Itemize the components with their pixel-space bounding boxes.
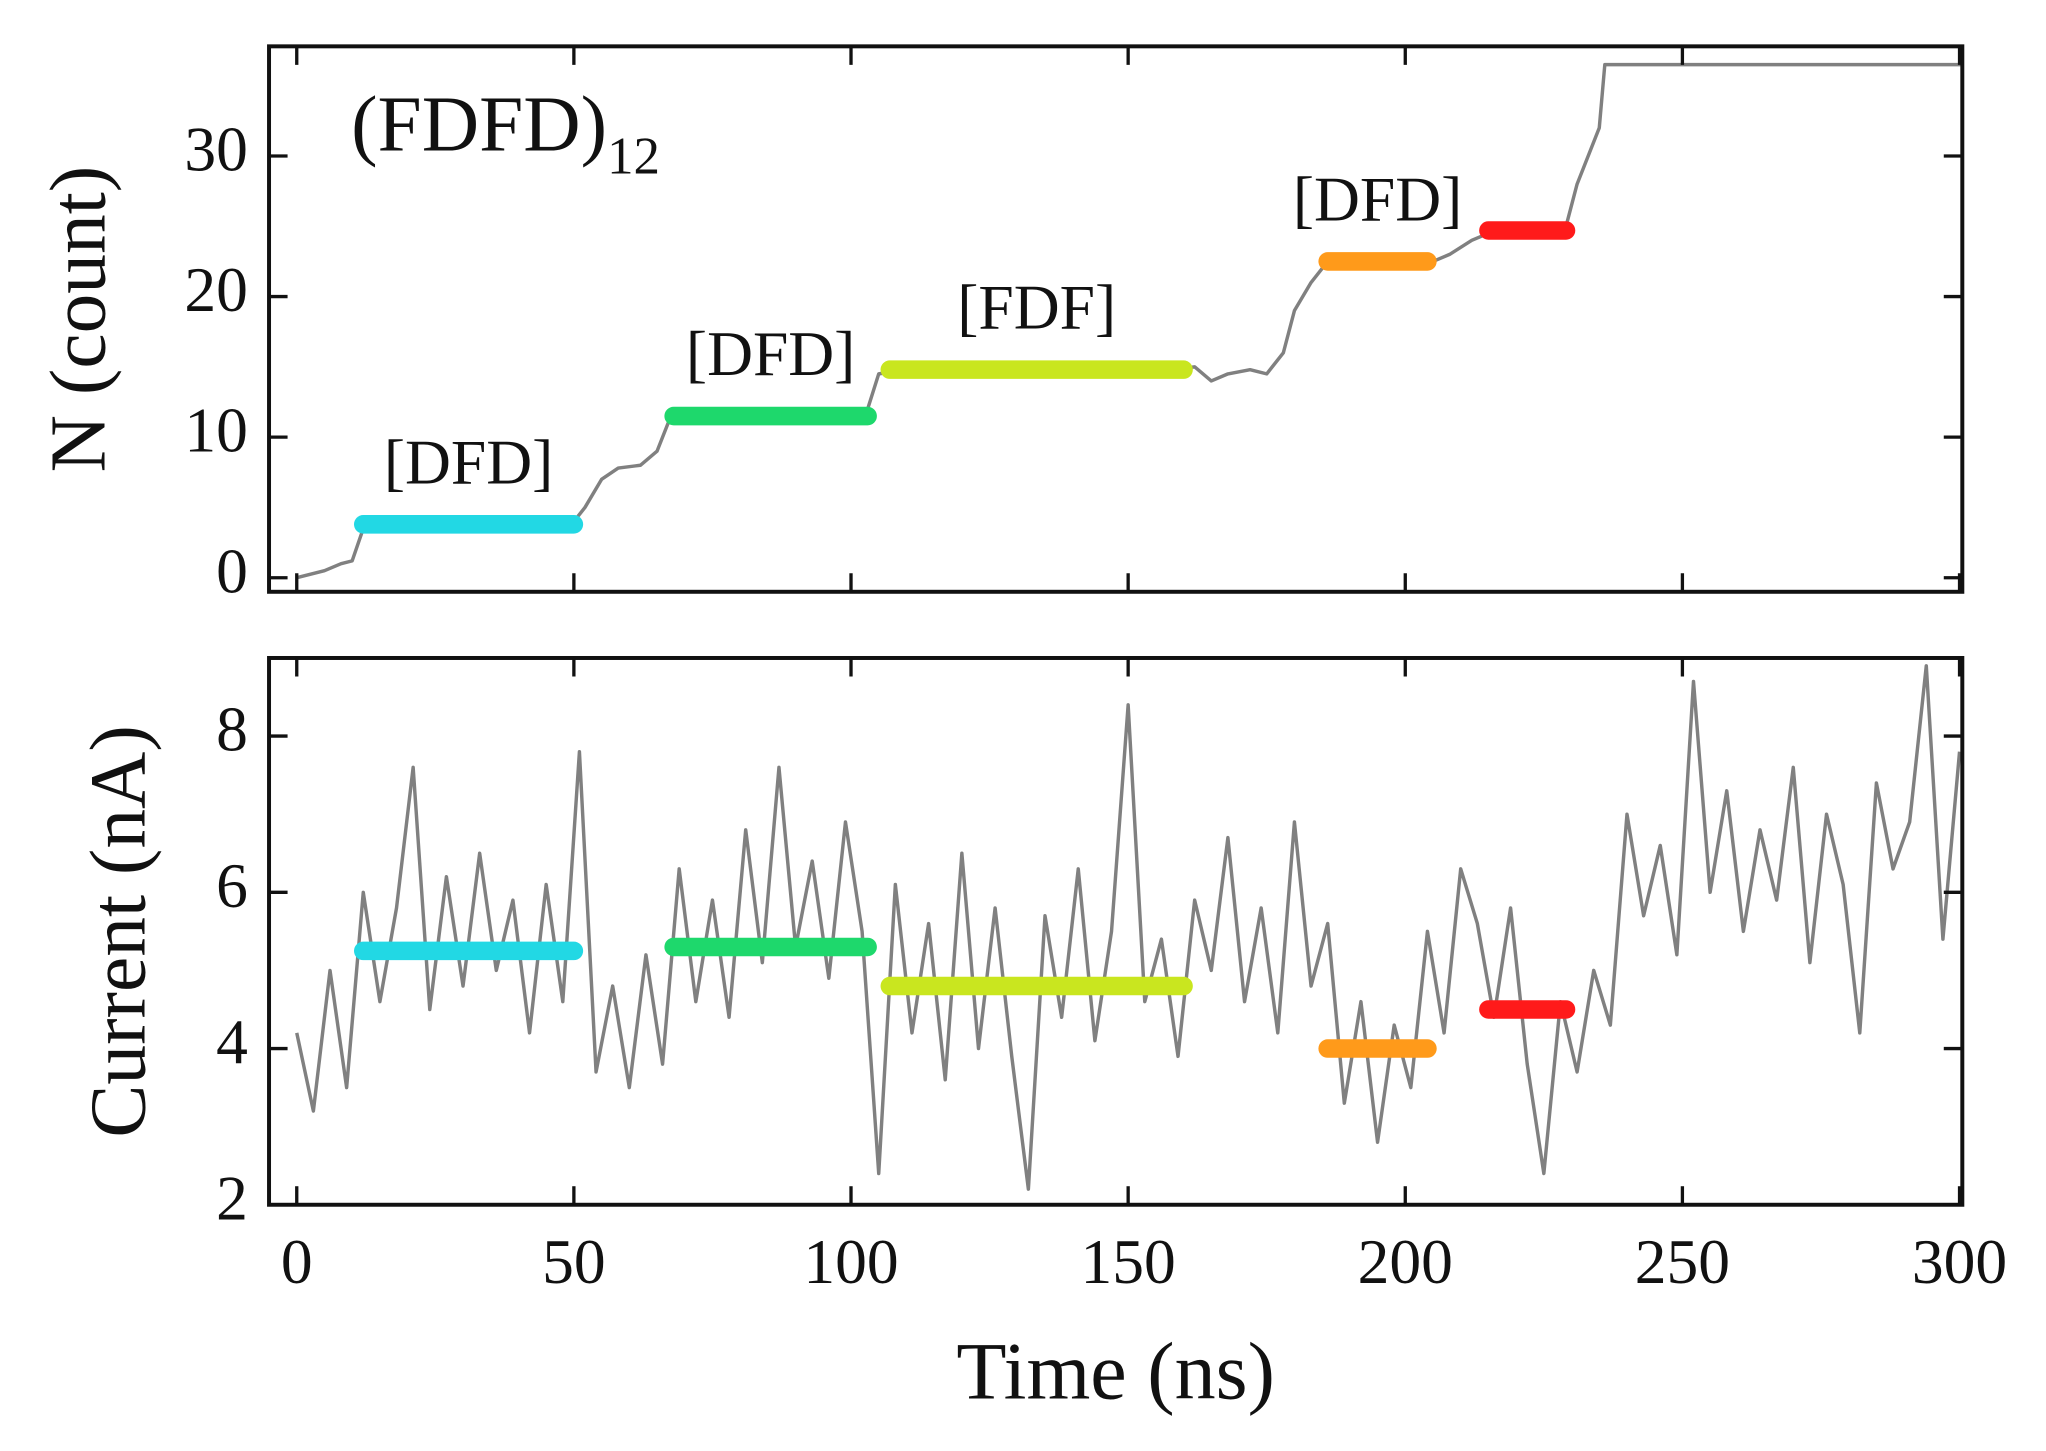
segment-label: [DFD] [384,426,553,497]
segment-label: [DFD] [686,318,855,389]
y-tick-label: 10 [184,395,248,466]
y-tick-label: 2 [216,1162,248,1233]
x-tick-label: 50 [542,1226,606,1297]
annotation-subscript: 12 [607,128,660,186]
segment-label: [FDF] [957,272,1116,343]
x-tick-label: 100 [803,1226,898,1297]
y-axis-label: Current (nA) [74,725,162,1137]
panel-annotation: (FDFD)12 [351,81,660,186]
y-tick-label: 8 [216,694,248,765]
data-line [295,664,1962,1191]
x-tick-label: 300 [1912,1226,2007,1297]
x-tick-label: 150 [1080,1226,1175,1297]
plot-frame [267,44,1965,594]
segment-label: [DFD] [1293,163,1462,234]
y-tick-label: 30 [184,114,248,185]
y-tick-label: 4 [216,1006,248,1077]
plot-frame [267,655,1965,1207]
y-tick-label: 0 [216,535,248,606]
annotation-main: (FDFD) [351,81,607,169]
x-axis-label: Time (ns) [956,1325,1275,1416]
y-axis-label: N (count) [35,166,123,473]
x-tick-label: 200 [1358,1226,1453,1297]
x-tick-label: 250 [1635,1226,1730,1297]
x-tick-label: 0 [281,1226,313,1297]
y-tick-label: 20 [184,254,248,325]
y-tick-label: 6 [216,850,248,921]
